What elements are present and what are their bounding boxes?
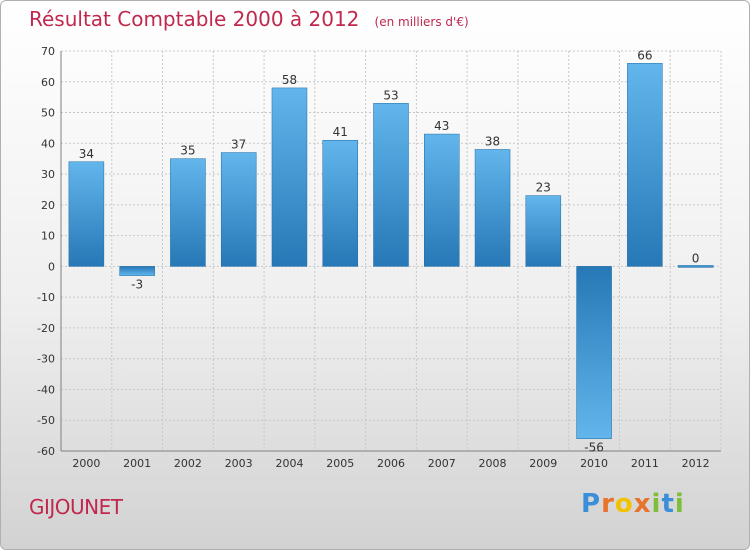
- value-label-2006: 53: [383, 88, 398, 102]
- value-label-2007: 43: [434, 119, 449, 133]
- x-tick-label-2007: 2007: [428, 457, 456, 470]
- value-label-2000: 34: [79, 147, 94, 161]
- bar-2012: [677, 265, 714, 268]
- bar-2008: [474, 149, 511, 267]
- value-label-2011: 66: [637, 48, 652, 62]
- y-tick-label: 60: [41, 76, 55, 89]
- value-label-2009: 23: [536, 181, 551, 195]
- y-tick-label: 30: [41, 168, 55, 181]
- grid-layer: [60, 50, 722, 452]
- y-tick-label: -10: [37, 291, 55, 304]
- y-tick-label: -30: [37, 353, 55, 366]
- chart-subtitle: (en milliers d'€): [374, 15, 469, 29]
- chart-title: Résultat Comptable 2000 à 2012: [29, 7, 360, 31]
- y-tick-label: 70: [41, 45, 55, 58]
- bar-2006: [373, 103, 409, 267]
- y-tick-label: -40: [37, 383, 55, 396]
- commune-name: GIJOUNET: [29, 495, 123, 519]
- y-tick-label: 10: [41, 230, 55, 243]
- logo-letter: o: [614, 489, 634, 519]
- value-label-2004: 58: [282, 73, 297, 87]
- bar-2011: [627, 63, 663, 267]
- logo-letter: r: [601, 489, 615, 519]
- bar-layer: [68, 63, 714, 439]
- bar-2002: [170, 158, 206, 267]
- bar-2005: [322, 139, 358, 267]
- y-tick-label: 40: [41, 137, 55, 150]
- logo-letter: P: [581, 489, 602, 519]
- title-block: Résultat Comptable 2000 à 2012 (en milli…: [29, 7, 469, 31]
- x-tick-label-2011: 2011: [631, 457, 659, 470]
- y-tick-label: -20: [37, 322, 55, 335]
- bar-2004: [271, 87, 308, 267]
- y-tick-label: -50: [37, 414, 55, 427]
- bar-2001: [119, 266, 155, 276]
- bar-2009: [525, 195, 562, 267]
- value-label-2010: -56: [584, 441, 604, 455]
- x-tick-label-2008: 2008: [479, 457, 507, 470]
- value-label-2012: 0: [692, 251, 700, 265]
- value-label-2002: 35: [180, 144, 195, 158]
- x-tick-label-2001: 2001: [123, 457, 151, 470]
- logo-letter: t: [661, 489, 675, 519]
- logo-letter: i: [651, 489, 662, 519]
- y-tick-label: 20: [41, 199, 55, 212]
- x-tick-label-2009: 2009: [529, 457, 557, 470]
- y-tick-label: 0: [48, 260, 55, 273]
- label-layer: 706050403020100-10-20-30-40-50-60342000-…: [37, 45, 710, 470]
- value-label-2008: 38: [485, 134, 500, 148]
- bar-2007: [424, 133, 460, 267]
- x-tick-label-2000: 2000: [72, 457, 100, 470]
- x-tick-label-2004: 2004: [275, 457, 303, 470]
- bar-2003: [220, 152, 257, 267]
- logo-letter: i: [674, 489, 685, 519]
- proxiti-logo: Proxiti: [581, 489, 685, 519]
- x-tick-label-2002: 2002: [174, 457, 202, 470]
- x-tick-label-2010: 2010: [580, 457, 608, 470]
- x-tick-label-2005: 2005: [326, 457, 354, 470]
- value-label-2003: 37: [231, 138, 246, 152]
- value-label-2005: 41: [333, 125, 348, 139]
- logo-letter: x: [633, 489, 652, 519]
- x-tick-label-2006: 2006: [377, 457, 405, 470]
- value-label-2001: -3: [131, 278, 143, 292]
- x-tick-label-2003: 2003: [225, 457, 253, 470]
- bar-2010: [576, 266, 612, 439]
- bar-2000: [68, 161, 105, 267]
- x-tick-label-2012: 2012: [682, 457, 710, 470]
- y-tick-label: -60: [37, 445, 55, 458]
- y-tick-label: 50: [41, 107, 55, 120]
